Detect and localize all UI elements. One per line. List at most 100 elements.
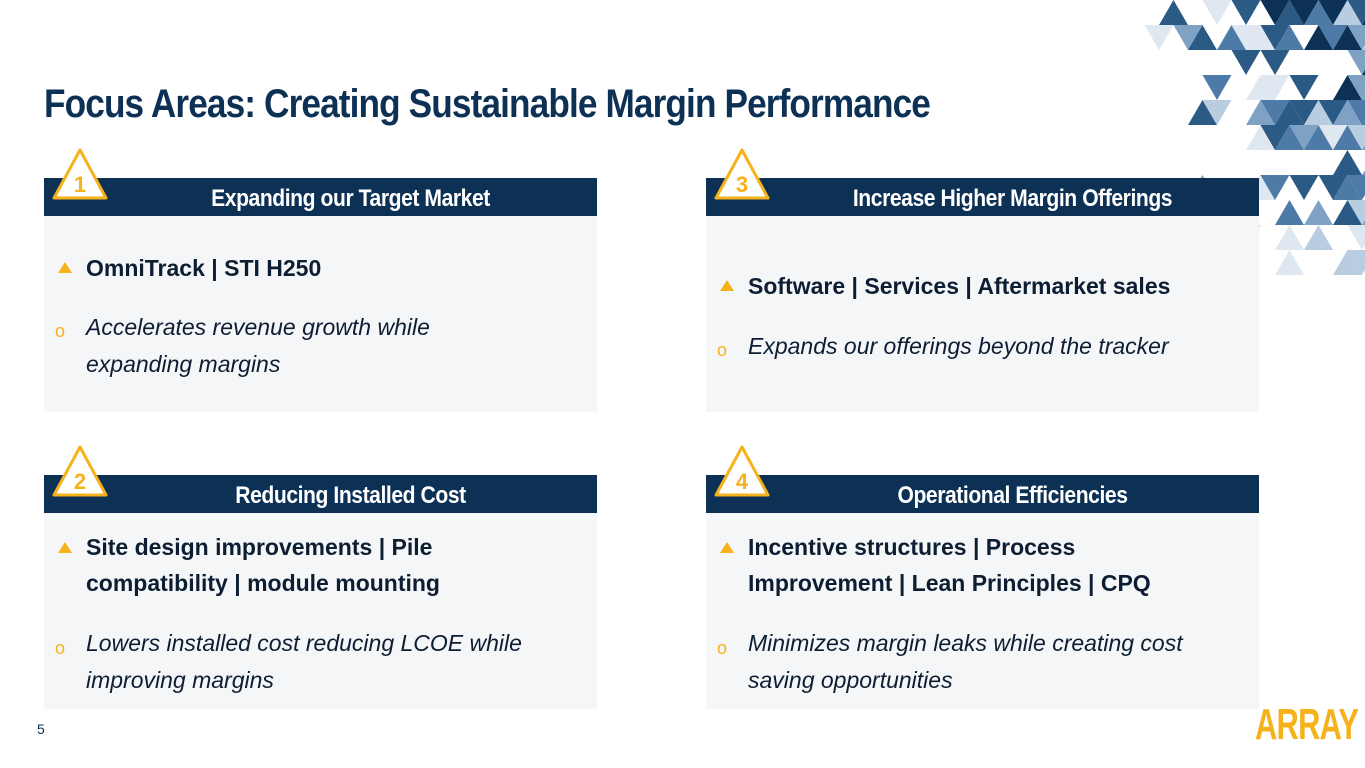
mosaic-triangle xyxy=(1362,119,1365,125)
mosaic-triangle xyxy=(1188,100,1217,125)
card-body: OmniTrack | STI H250 o Accelerates reven… xyxy=(44,216,597,412)
mosaic-triangle xyxy=(1304,0,1333,25)
mosaic-triangle xyxy=(1260,50,1290,75)
mosaic-triangle xyxy=(1275,0,1304,25)
mosaic-triangle xyxy=(1347,50,1365,75)
mosaic-triangle xyxy=(1318,125,1348,150)
mosaic-triangle xyxy=(1347,200,1365,225)
mosaic-triangle xyxy=(1333,150,1362,175)
mosaic-triangle xyxy=(1289,0,1319,25)
mosaic-triangle xyxy=(1362,169,1365,175)
mosaic-triangle xyxy=(1144,25,1174,50)
mosaic-triangle xyxy=(1318,0,1348,25)
mosaic-triangle xyxy=(1362,44,1365,50)
mosaic-triangle xyxy=(1260,75,1290,100)
triangle-mosaic-decoration xyxy=(1144,0,1365,275)
card-header: Operational Efficiencies xyxy=(706,475,1259,513)
circle-bullet-icon: o xyxy=(717,340,728,360)
warning-triangle-icon: 4 xyxy=(714,445,770,497)
mosaic-triangle xyxy=(1333,75,1362,100)
mosaic-triangle xyxy=(1231,0,1261,25)
mosaic-triangle xyxy=(1362,69,1365,75)
mosaic-triangle xyxy=(1275,125,1304,150)
circle-bullet-icon: o xyxy=(55,321,66,341)
mosaic-triangle xyxy=(1333,125,1362,150)
card-italic-bullet: Expands our offerings beyond the tracker xyxy=(748,333,1169,359)
mosaic-triangle xyxy=(1347,225,1365,250)
mosaic-triangle xyxy=(1159,0,1188,25)
card-number: 2 xyxy=(74,469,86,494)
card-bold-bullet: Site design improvements | Pile compatib… xyxy=(86,534,440,596)
mosaic-triangle xyxy=(1246,25,1275,50)
mosaic-triangle xyxy=(1333,0,1362,25)
mosaic-triangle xyxy=(1318,175,1348,200)
mosaic-triangle xyxy=(1304,200,1333,225)
circle-bullet-icon: o xyxy=(717,638,728,658)
circle-bullet-icon: o xyxy=(55,638,66,658)
focus-card-3: Increase Higher Margin Offerings Softwar… xyxy=(706,148,1259,414)
mosaic-triangle xyxy=(1304,25,1333,50)
card-number: 4 xyxy=(736,469,749,494)
mosaic-triangle xyxy=(1260,25,1290,50)
card-italic-bullet: Lowers installed cost reducing LCOE whil… xyxy=(86,630,522,693)
mosaic-triangle xyxy=(1333,175,1362,200)
card-header-label: Expanding our Target Market xyxy=(211,185,490,212)
slide-title: Focus Areas: Creating Sustainable Margin… xyxy=(44,82,931,126)
mosaic-triangle xyxy=(1347,100,1365,125)
card-italic-bullet: Minimizes margin leaks while creating co… xyxy=(748,630,1183,693)
mosaic-triangle xyxy=(1246,75,1275,100)
mosaic-triangle xyxy=(1333,100,1362,125)
triangle-bullet-icon xyxy=(58,262,72,273)
focus-card-2: Reducing Installed Cost Site design impr… xyxy=(44,445,597,711)
mosaic-triangle xyxy=(1289,125,1319,150)
card-body: Site design improvements | Pile compatib… xyxy=(44,513,597,709)
page-number: 5 xyxy=(37,721,45,737)
card-header-label: Operational Efficiencies xyxy=(897,482,1128,509)
focus-card-1: Expanding our Target Market OmniTrack | … xyxy=(44,148,597,414)
mosaic-triangle xyxy=(1347,75,1365,100)
card-bold-bullet: OmniTrack | STI H250 xyxy=(86,255,322,281)
triangle-bullet-icon xyxy=(58,542,72,553)
mosaic-triangle xyxy=(1275,100,1304,125)
mosaic-triangle xyxy=(1246,125,1275,150)
mosaic-triangle xyxy=(1202,75,1232,100)
warning-triangle-icon: 1 xyxy=(52,148,108,200)
mosaic-triangle xyxy=(1333,250,1362,275)
mosaic-triangle xyxy=(1318,100,1348,125)
mosaic-triangle xyxy=(1173,25,1203,50)
mosaic-triangle xyxy=(1260,175,1290,200)
card-body: Incentive structures | Process Improveme… xyxy=(706,513,1259,709)
mosaic-triangle xyxy=(1260,125,1290,150)
mosaic-triangle xyxy=(1362,219,1365,225)
card-header-label: Increase Higher Margin Offerings xyxy=(852,185,1173,212)
array-logo: ARRAY xyxy=(1255,700,1359,749)
mosaic-triangle xyxy=(1202,0,1232,25)
mosaic-triangle xyxy=(1289,100,1319,125)
mosaic-triangle xyxy=(1275,225,1304,250)
card-header: Expanding our Target Market xyxy=(44,178,597,216)
mosaic-triangle xyxy=(1217,25,1246,50)
mosaic-triangle xyxy=(1347,175,1365,200)
mosaic-triangle xyxy=(1347,0,1365,25)
card-body: Software | Services | Aftermarket sales … xyxy=(706,216,1259,412)
mosaic-triangle xyxy=(1275,250,1304,275)
triangle-bullet-icon xyxy=(720,542,734,553)
card-header: Reducing Installed Cost xyxy=(44,475,597,513)
mosaic-triangle xyxy=(1362,19,1365,25)
mosaic-triangle xyxy=(1231,50,1261,75)
mosaic-triangle xyxy=(1275,200,1304,225)
mosaic-triangle xyxy=(1333,25,1362,50)
mosaic-triangle xyxy=(1362,144,1365,150)
mosaic-triangle xyxy=(1347,250,1365,275)
mosaic-triangle xyxy=(1246,100,1275,125)
mosaic-triangle xyxy=(1289,75,1319,100)
mosaic-triangle xyxy=(1289,175,1319,200)
mosaic-triangle xyxy=(1333,200,1362,225)
warning-triangle-icon: 2 xyxy=(52,445,108,497)
card-header: Increase Higher Margin Offerings xyxy=(706,178,1259,216)
mosaic-triangle xyxy=(1318,25,1348,50)
mosaic-triangle xyxy=(1304,100,1333,125)
mosaic-triangle xyxy=(1231,25,1261,50)
mosaic-triangle xyxy=(1275,25,1304,50)
card-bold-bullet: Incentive structures | Process Improveme… xyxy=(748,534,1151,596)
